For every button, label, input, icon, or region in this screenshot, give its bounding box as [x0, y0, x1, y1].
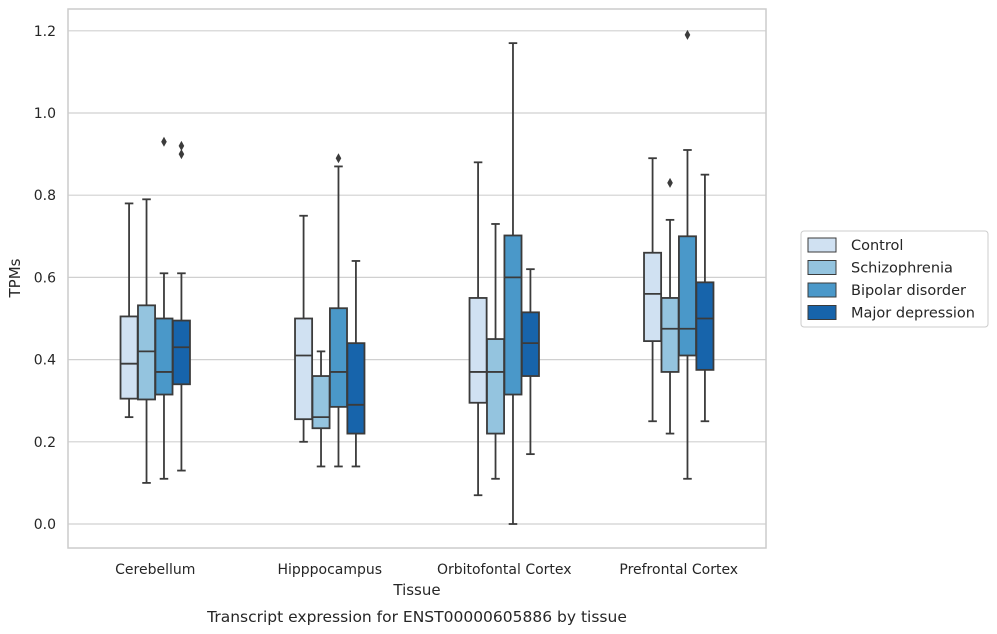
legend-swatch [807, 305, 837, 320]
box-schizophrenia [311, 350, 331, 468]
box-body [154, 317, 174, 396]
y-tick-label: 0.0 [34, 517, 56, 533]
legend-label: Major depression [851, 306, 975, 322]
legend-swatch [807, 237, 837, 253]
legend-item: Schizophrenia [807, 260, 953, 277]
y-axis-label: TPMs [6, 258, 24, 298]
box-major-depression [695, 173, 715, 423]
y-tick-label: 1.0 [34, 106, 56, 122]
outlier-point [178, 140, 185, 151]
box-body [468, 297, 488, 404]
box-major-depression [346, 260, 366, 468]
outlier-point [667, 177, 673, 188]
box-body [346, 342, 366, 435]
y-tick-label: 1.2 [34, 24, 56, 40]
legend: Control Schizophrenia Bipolar disorder Majo… [800, 230, 989, 328]
plot-frame [67, 8, 767, 549]
box-major-depression [520, 268, 540, 456]
outlier-point [161, 136, 167, 147]
y-tick-labels: 0.0 0.2 0.4 0.6 0.8 1.0 1.2 [34, 24, 56, 533]
box-body [119, 315, 139, 400]
y-tick-label: 0.4 [34, 353, 56, 369]
box-body [643, 251, 663, 343]
box-body [660, 297, 680, 373]
box-body [486, 338, 505, 435]
x-tick-label: Hipppocampus [277, 562, 382, 578]
y-tick-label: 0.2 [34, 435, 56, 451]
y-tick-label: 0.6 [34, 270, 56, 286]
box-control [294, 214, 314, 443]
legend-item: Bipolar disorder [807, 282, 966, 299]
x-axis-label: Tissue [392, 581, 440, 599]
y-tick-label: 0.8 [34, 188, 56, 204]
box-body [520, 311, 540, 377]
legend-label: Control [851, 238, 903, 254]
box-schizophrenia [660, 177, 680, 435]
figure-caption: Transcript expression for ENST0000060588… [206, 608, 627, 626]
legend-swatch [807, 282, 837, 298]
box-major-depression [171, 140, 191, 472]
legend-frame [800, 230, 989, 328]
box-bipolar-disorder [678, 29, 697, 480]
outlier-point [178, 149, 185, 160]
box-schizophrenia [486, 223, 505, 480]
outlier-point [335, 153, 342, 164]
x-tick-label: Orbitofontal Cortex [437, 562, 572, 578]
legend-item: Major depression [807, 305, 975, 322]
legend-item: Control [807, 237, 903, 254]
box-body [311, 375, 331, 430]
box-body [329, 307, 348, 408]
box-body [678, 235, 697, 357]
box-schizophrenia [137, 198, 156, 484]
box-body [137, 304, 156, 401]
box-bipolar-disorder [154, 136, 174, 480]
x-tick-label: Prefrontal Cortex [619, 562, 738, 578]
x-tick-label: Cerebellum [115, 562, 195, 578]
box-bipolar-disorder [329, 153, 348, 468]
box-control [119, 202, 139, 419]
legend-swatch [807, 260, 837, 275]
box-control [468, 161, 488, 497]
box-body [695, 281, 715, 371]
box-control [643, 157, 663, 423]
box-body [503, 234, 523, 396]
box-body [294, 317, 314, 421]
legend-label: Schizophrenia [851, 261, 953, 277]
boxes [119, 29, 715, 525]
outlier-point [684, 29, 691, 40]
box-body [171, 319, 191, 386]
legend-label: Bipolar disorder [851, 283, 966, 299]
x-tick-labels: Cerebellum Hipppocampus Orbitofontal Corte… [115, 562, 738, 578]
box-bipolar-disorder [503, 42, 523, 525]
